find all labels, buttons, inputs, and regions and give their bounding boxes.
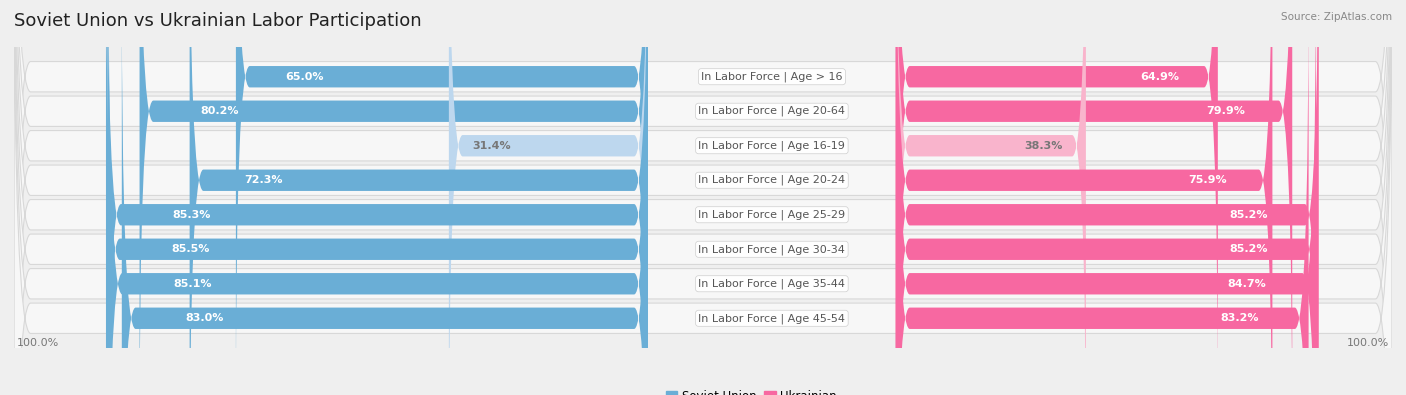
Text: 100.0%: 100.0% bbox=[1347, 338, 1389, 348]
Text: In Labor Force | Age 16-19: In Labor Force | Age 16-19 bbox=[699, 141, 845, 151]
FancyBboxPatch shape bbox=[190, 0, 648, 395]
Text: 83.2%: 83.2% bbox=[1220, 313, 1260, 323]
FancyBboxPatch shape bbox=[105, 0, 648, 395]
Text: In Labor Force | Age 45-54: In Labor Force | Age 45-54 bbox=[699, 313, 845, 324]
Text: 85.2%: 85.2% bbox=[1229, 244, 1268, 254]
FancyBboxPatch shape bbox=[122, 0, 648, 395]
FancyBboxPatch shape bbox=[14, 0, 1392, 395]
Text: In Labor Force | Age 35-44: In Labor Force | Age 35-44 bbox=[699, 278, 845, 289]
Text: 83.0%: 83.0% bbox=[186, 313, 224, 323]
Text: 85.1%: 85.1% bbox=[173, 279, 212, 289]
FancyBboxPatch shape bbox=[14, 0, 1392, 395]
FancyBboxPatch shape bbox=[14, 0, 1392, 395]
FancyBboxPatch shape bbox=[14, 0, 1392, 395]
FancyBboxPatch shape bbox=[896, 0, 1292, 395]
FancyBboxPatch shape bbox=[896, 0, 1309, 395]
Text: In Labor Force | Age 20-24: In Labor Force | Age 20-24 bbox=[699, 175, 845, 186]
Text: 79.9%: 79.9% bbox=[1206, 106, 1244, 116]
FancyBboxPatch shape bbox=[896, 0, 1085, 395]
Text: 72.3%: 72.3% bbox=[245, 175, 283, 185]
Text: 65.0%: 65.0% bbox=[285, 72, 323, 82]
FancyBboxPatch shape bbox=[896, 0, 1272, 395]
FancyBboxPatch shape bbox=[14, 0, 1392, 395]
Text: 64.9%: 64.9% bbox=[1140, 72, 1180, 82]
Text: 85.2%: 85.2% bbox=[1229, 210, 1268, 220]
Text: 31.4%: 31.4% bbox=[472, 141, 512, 151]
FancyBboxPatch shape bbox=[896, 0, 1316, 395]
Text: In Labor Force | Age 20-64: In Labor Force | Age 20-64 bbox=[699, 106, 845, 117]
FancyBboxPatch shape bbox=[139, 0, 648, 395]
FancyBboxPatch shape bbox=[14, 0, 1392, 395]
Text: 75.9%: 75.9% bbox=[1188, 175, 1227, 185]
FancyBboxPatch shape bbox=[896, 0, 1218, 395]
FancyBboxPatch shape bbox=[14, 0, 1392, 395]
Text: 38.3%: 38.3% bbox=[1025, 141, 1063, 151]
Text: 100.0%: 100.0% bbox=[17, 338, 59, 348]
Text: 85.3%: 85.3% bbox=[172, 210, 211, 220]
FancyBboxPatch shape bbox=[449, 0, 648, 395]
Text: 85.5%: 85.5% bbox=[172, 244, 209, 254]
Text: In Labor Force | Age 25-29: In Labor Force | Age 25-29 bbox=[699, 209, 845, 220]
Text: Source: ZipAtlas.com: Source: ZipAtlas.com bbox=[1281, 12, 1392, 22]
Text: In Labor Force | Age 30-34: In Labor Force | Age 30-34 bbox=[699, 244, 845, 254]
FancyBboxPatch shape bbox=[896, 0, 1319, 395]
FancyBboxPatch shape bbox=[896, 0, 1319, 395]
FancyBboxPatch shape bbox=[14, 0, 1392, 395]
Text: 84.7%: 84.7% bbox=[1227, 279, 1265, 289]
FancyBboxPatch shape bbox=[108, 0, 648, 395]
Text: Soviet Union vs Ukrainian Labor Participation: Soviet Union vs Ukrainian Labor Particip… bbox=[14, 12, 422, 30]
Text: In Labor Force | Age > 16: In Labor Force | Age > 16 bbox=[702, 71, 842, 82]
FancyBboxPatch shape bbox=[236, 0, 648, 395]
FancyBboxPatch shape bbox=[107, 0, 648, 395]
Text: 80.2%: 80.2% bbox=[201, 106, 239, 116]
Legend: Soviet Union, Ukrainian: Soviet Union, Ukrainian bbox=[661, 385, 842, 395]
